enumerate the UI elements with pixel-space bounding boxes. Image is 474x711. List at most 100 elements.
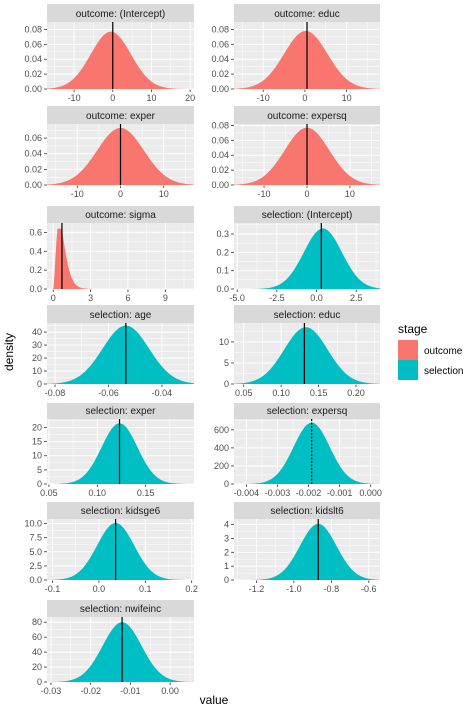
density-area-selection	[47, 522, 194, 580]
facet-strip-label: outcome: (Intercept)	[76, 9, 165, 20]
y-tick-label: 0	[37, 379, 42, 389]
density-area-selection	[234, 523, 380, 580]
x-axis-title: value	[200, 693, 229, 707]
density-area-outcome	[47, 31, 194, 89]
facet-strip-label: selection: age	[90, 310, 152, 321]
x-tick-label: -2.5	[269, 293, 285, 303]
x-tick-label: -0.8	[324, 584, 340, 594]
y-tick-label: 20	[32, 422, 42, 432]
x-tick-label: -0.03	[41, 686, 62, 696]
y-tick-label: 0.08	[211, 24, 229, 34]
y-tick-label: 0	[224, 575, 229, 585]
facet-strip	[234, 305, 380, 323]
facet-strip-label: selection: expersq	[267, 406, 348, 417]
y-tick-label: 0.00	[211, 84, 229, 94]
x-tick-label: -0.001	[327, 488, 353, 498]
x-tick-label: 0	[118, 189, 123, 199]
facet-strip-label: selection: exper	[85, 406, 156, 417]
x-tick-label: 0.15	[310, 388, 328, 398]
x-tick-label: -10	[258, 189, 271, 199]
y-tick-label: 20	[32, 353, 42, 363]
facet-strip-label: selection: educ	[274, 310, 341, 321]
facet-panel: selection: exper 0.05 0.10 0.15 0 5 10 15 20	[32, 403, 194, 498]
y-tick-label: 10	[32, 366, 42, 376]
facet-strip-label: selection: nwifeinc	[80, 604, 161, 615]
x-tick-label: 0	[302, 93, 307, 103]
y-tick-label: 0	[224, 379, 229, 389]
x-tick-label: 20	[185, 93, 195, 103]
x-tick-label: 0.000	[359, 488, 382, 498]
y-tick-label: 0.08	[211, 120, 229, 130]
facet-strip-label: selection: kidsge6	[81, 506, 161, 517]
facet-panel: outcome: educ -10 0 10 0.00 0.02 0.04 0.06 0.08	[211, 4, 380, 103]
y-tick-label: 400	[214, 443, 229, 453]
y-tick-label: 80	[32, 617, 42, 627]
y-tick-label: 30	[32, 340, 42, 350]
facet-panel: selection: expersq -0.004 -0.003 -0.002 -0.0…	[214, 403, 382, 498]
x-tick-label: 0.10	[89, 488, 107, 498]
y-tick-label: 0.04	[211, 150, 229, 160]
y-tick-label: 3	[224, 533, 229, 543]
y-tick-label: 40	[32, 647, 42, 657]
y-tick-label: 15	[32, 437, 42, 447]
y-tick-label: 0.02	[24, 164, 42, 174]
facet-strip	[47, 600, 194, 617]
y-tick-label: 0.06	[24, 39, 42, 49]
legend-label-selection: selection	[424, 366, 463, 377]
facet-panels: outcome: (Intercept)-10 0 10 200.000.020.04…	[24, 4, 382, 696]
facet-strip-label: selection: kidslt6	[270, 506, 344, 517]
facet-strip-label: selection: (Intercept)	[262, 210, 353, 221]
y-tick-label: 5	[37, 465, 42, 475]
y-tick-label: 0.6	[29, 227, 42, 237]
density-area-selection	[47, 622, 194, 682]
x-tick-label: 0	[110, 93, 115, 103]
x-tick-label: -1.0	[286, 584, 302, 594]
facet-strip	[234, 106, 380, 124]
facet-strip	[234, 403, 380, 419]
x-tick-label: 0.05	[235, 388, 253, 398]
facet-strip	[47, 106, 194, 124]
legend-key-selection	[398, 360, 418, 380]
x-tick-label: 10	[345, 189, 355, 199]
facet-panel: selection: (Intercept) -5.0 -2.5 0.0 2.5 0.0 0…	[216, 206, 380, 303]
facet-panel: selection: kidslt6 -1.2 -1.0 -0.8 -0.6 0 1 2 3 4	[224, 502, 380, 594]
legend-title: stage	[398, 322, 428, 336]
facet-strip	[47, 305, 194, 323]
x-tick-label: 0.00	[161, 686, 179, 696]
y-tick-label: 0.4	[29, 246, 42, 256]
y-tick-label: 0.04	[24, 149, 42, 159]
y-tick-label: 0.00	[211, 180, 229, 190]
legend: stage outcome selection	[398, 322, 463, 380]
x-tick-label: 0.0	[93, 584, 106, 594]
y-tick-label: 0.0	[216, 284, 229, 294]
density-area-selection	[47, 423, 194, 484]
x-tick-label: 10	[159, 189, 169, 199]
facet-strip	[47, 502, 194, 519]
facet-panel: selection: kidsge6-0.1 0.0 0.1 0.20.02.55.0…	[24, 502, 198, 594]
y-tick-label: 1	[224, 561, 229, 571]
y-tick-label: 10.0	[24, 519, 42, 529]
y-tick-label: 0.06	[211, 135, 229, 145]
y-tick-label: 0.1	[216, 266, 229, 276]
y-tick-label: 0.02	[24, 69, 42, 79]
facet-panel: outcome: sigma 0 3 6 9 0.0 0.2 0.4 0.6	[29, 206, 194, 303]
y-tick-label: 40	[32, 327, 42, 337]
facet-panel: selection: educ 0.05 0.10 0.15 0.20 0 5 10	[219, 305, 380, 398]
legend-key-outcome	[398, 340, 418, 360]
x-tick-label: -0.003	[265, 488, 291, 498]
x-tick-label: 10	[146, 93, 156, 103]
x-tick-label: 0.1	[139, 584, 152, 594]
x-tick-label: 6	[125, 293, 130, 303]
facet-strip-label: outcome: educ	[274, 9, 340, 20]
facet-panel: selection: age -0.08 -0.06 -0.04 0 10 20 30 40	[32, 305, 194, 398]
x-tick-label: -0.06	[98, 388, 119, 398]
y-tick-label: 0.04	[211, 54, 229, 64]
y-tick-label: 0.04	[24, 54, 42, 64]
x-tick-label: 0.15	[137, 488, 155, 498]
facet-strip-label: outcome: expersq	[267, 111, 347, 122]
density-area-selection	[234, 327, 380, 384]
y-tick-label: 2.5	[29, 561, 42, 571]
x-tick-label: -0.01	[120, 686, 141, 696]
facet-panel: outcome: exper -10 0 10 0.00 0.02 0.04 0.06	[24, 106, 194, 199]
